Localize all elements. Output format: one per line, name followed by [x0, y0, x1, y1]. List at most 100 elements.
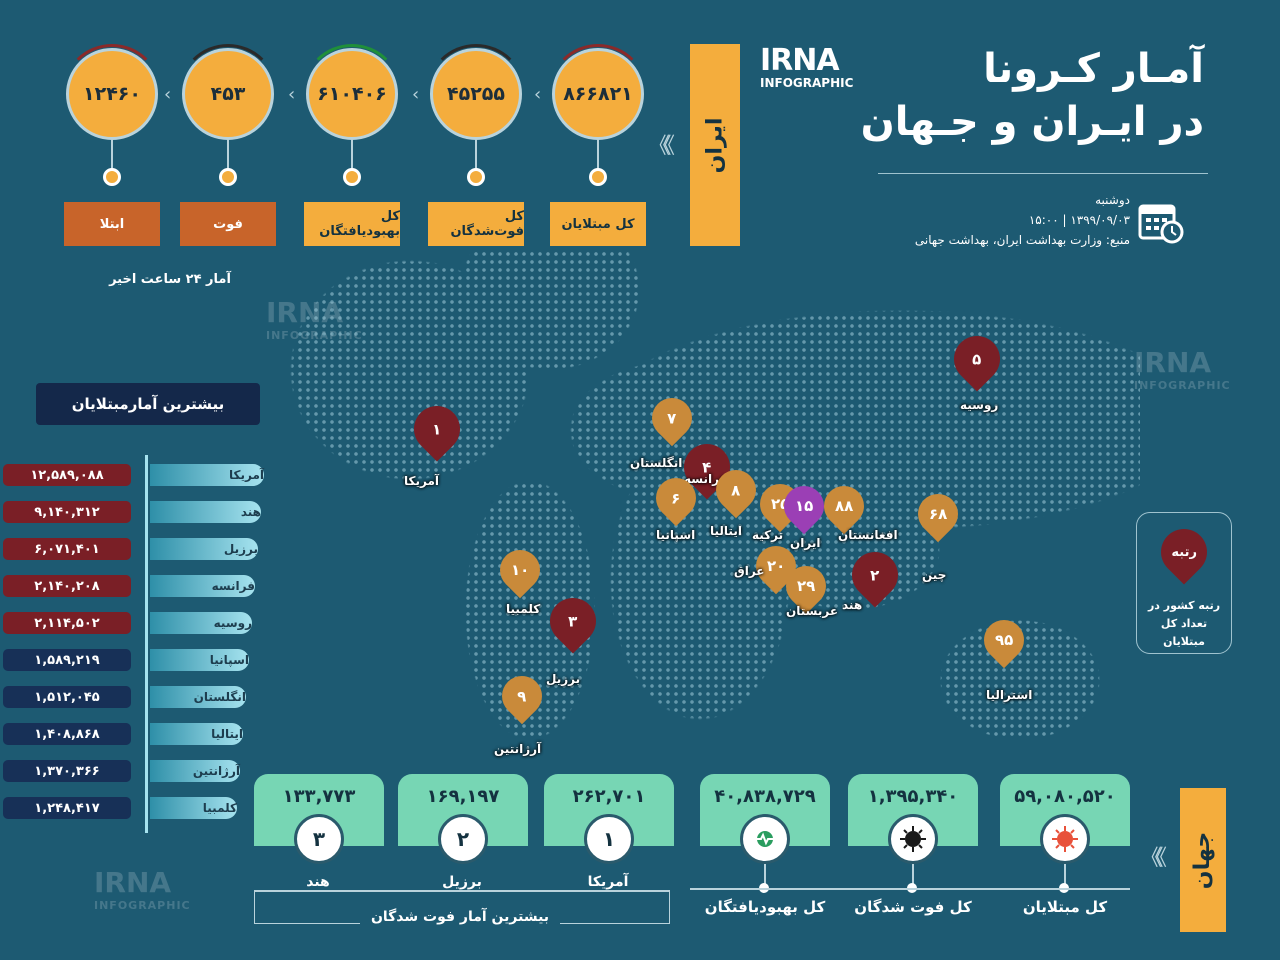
top-death-country: هند: [268, 874, 368, 890]
map-pin-rank: ۷: [667, 409, 677, 427]
map-pin-country: عربستان: [786, 604, 839, 618]
stat-arc: [178, 44, 278, 144]
chevrons-icon: 《《: [648, 134, 675, 159]
infected-value: ۱,۵۱۲,۰۴۵: [3, 686, 131, 708]
world-map: [280, 250, 1140, 770]
map-pin-country: اسپانیا: [656, 528, 696, 542]
top-death-rank: ۲: [438, 814, 488, 864]
map-pin-country: کلمبیا: [506, 602, 541, 616]
map-pin-country: چین: [922, 568, 947, 582]
day-label: دوشنبه: [1095, 193, 1130, 207]
iran-stat-label: کل مبتلایان: [550, 202, 646, 246]
title-line2: در ایـران و جـهان: [860, 99, 1204, 145]
stat-dot: [343, 168, 361, 186]
world-stat-connector: [764, 864, 766, 886]
map-pin-rank: ۵: [972, 350, 982, 368]
map-pin-country: افغانستان: [838, 528, 898, 542]
map-pin-rank: ۲۰: [766, 557, 786, 575]
stat-dot: [103, 168, 121, 186]
map-pin-rank: ۲۹: [796, 577, 816, 595]
irna-logo: IRNA INFOGRAPHIC: [760, 46, 872, 91]
map-pin-rank: ۹: [517, 687, 527, 705]
stat-arc: [426, 44, 526, 144]
stat-connector: [597, 140, 599, 172]
top-deaths-caption: بیشترین آمار فوت شدگان: [360, 909, 560, 925]
legend-caption: رتبه کشور در تعداد کل مبتلایان: [1147, 599, 1221, 648]
map-pin-rank: ۸: [731, 481, 741, 499]
world-stat-label: کل مبتلایان: [1022, 898, 1108, 916]
infected-value: ۱,۴۰۸,۸۶۸: [3, 723, 131, 745]
map-pin-rank: ۱: [432, 420, 442, 438]
title-divider: [878, 173, 1208, 174]
map-pin-rank: ۳: [568, 612, 578, 630]
map-pin-country: برزیل: [546, 672, 581, 686]
top-death-country: آمریکا: [558, 874, 658, 890]
world-section-label: جهان: [1180, 788, 1226, 932]
top-infected-divider: [145, 455, 148, 833]
stat-arc: [302, 44, 402, 144]
map-pin-rank: ۱۵: [794, 497, 814, 515]
rank-legend: رتبه رتبه کشور در تعداد کل مبتلایان: [1136, 512, 1232, 654]
infected-country: هند: [150, 501, 261, 523]
iran-stat-value: ۸۶۶۸۲۱: [552, 48, 644, 140]
infected-value: ۲,۱۴۰,۲۰۸: [3, 575, 131, 597]
date-block: دوشنبه ۱۳۹۹/۰۹/۰۳ | ۱۵:۰۰ منبع: وزارت به…: [915, 190, 1130, 250]
map-pin-country: ترکیه: [752, 528, 784, 542]
infected-value: ۲,۱۱۴,۵۰۲: [3, 612, 131, 634]
chevrons-icon: 《《: [1140, 846, 1167, 871]
stat-arc: [548, 44, 648, 144]
calendar-clock-icon: [1138, 200, 1184, 244]
map-pin-rank: ۱۰: [510, 561, 530, 579]
title-line1: آمـار کـرونا: [983, 46, 1204, 92]
iran-section-label: ایران: [690, 44, 740, 246]
infected-country: آرژانتین: [150, 760, 240, 782]
iran-stat-value: ۴۵۳: [182, 48, 274, 140]
world-stat-label: کل فوت شدگان: [854, 898, 972, 916]
infected-country: ایتالیا: [150, 723, 243, 745]
iran-stat-label: فوت: [180, 202, 276, 246]
iran-stat-label: کل فوت‌شدگان: [428, 202, 524, 246]
map-pin-country: عراق: [734, 564, 765, 578]
map-pin-country: آرژانتین: [494, 742, 542, 756]
stat-dot: [589, 168, 607, 186]
infected-value: ۱,۲۴۸,۴۱۷: [3, 797, 131, 819]
page-title: آمـار کـرونا در ایـران و جـهان: [861, 44, 1204, 150]
map-pin-country: ایران: [790, 536, 821, 550]
chevron-left-icon: ‹: [164, 84, 172, 105]
map-pin-rank: ۹۵: [994, 631, 1014, 649]
chevron-left-icon: ‹: [534, 84, 542, 105]
chevron-left-icon: ‹: [288, 84, 296, 105]
virus-icon: [1040, 814, 1090, 864]
stat-connector: [227, 140, 229, 172]
last24-caption: آمار ۲۴ ساعت اخیر: [109, 272, 231, 287]
legend-pin: رتبه: [1151, 519, 1217, 585]
infected-country: فرانسه: [150, 575, 255, 597]
top-death-rank: ۳: [294, 814, 344, 864]
top-infected-title: بیشترین آمارمبتلایان: [36, 383, 260, 425]
infected-country: اسپانیا: [150, 649, 249, 671]
top-death-rank: ۱: [584, 814, 634, 864]
map-pin-rank: ۲: [870, 566, 880, 584]
logo-sub: INFOGRAPHIC: [760, 76, 854, 90]
iran-stat-label: ابتلا: [64, 202, 160, 246]
world-stat-connector: [1064, 864, 1066, 886]
top-death-value: ۱۳۳,۷۷۳: [254, 774, 384, 846]
infected-value: ۹,۱۴۰,۳۱۲: [3, 501, 131, 523]
iran-stat-value: ۶۱۰۴۰۶: [306, 48, 398, 140]
stat-connector: [351, 140, 353, 172]
iran-stat-label: کل بهبودیافتگان: [304, 202, 400, 246]
top-death-value: ۲۶۲,۷۰۱: [544, 774, 674, 846]
stat-connector: [111, 140, 113, 172]
iran-stat-value: ۱۲۴۶۰: [66, 48, 158, 140]
infected-country: کلمبیا: [150, 797, 237, 819]
infected-value: ۱,۵۸۹,۲۱۹: [3, 649, 131, 671]
stat-dot: [219, 168, 237, 186]
top-death-country: برزیل: [412, 874, 512, 890]
infected-country: آمریکا: [150, 464, 264, 486]
infected-value: ۶,۰۷۱,۴۰۱: [3, 538, 131, 560]
map-pin-country: هند: [842, 598, 863, 612]
heart-pulse-icon: [740, 814, 790, 864]
date-time-label: ۱۳۹۹/۰۹/۰۳ | ۱۵:۰۰: [1028, 213, 1130, 227]
map-pin-rank: ۶: [671, 489, 681, 507]
